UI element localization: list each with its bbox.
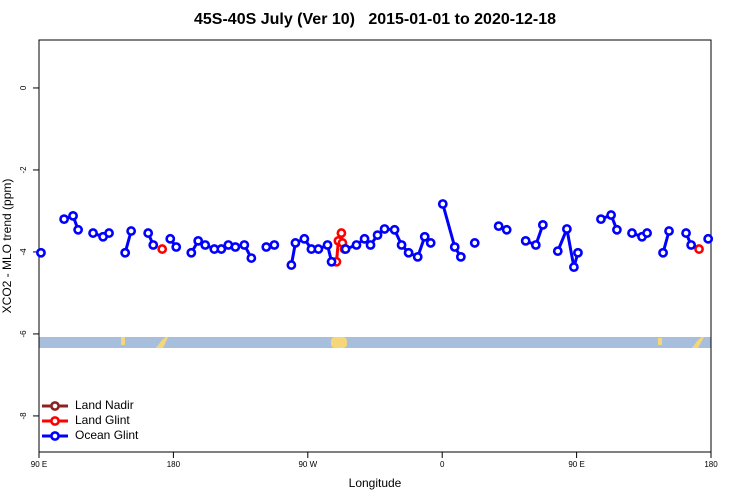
point <box>246 253 257 263</box>
legend-marker <box>50 431 60 441</box>
point <box>59 214 69 225</box>
land <box>121 337 125 345</box>
land <box>658 338 662 345</box>
point <box>642 228 652 238</box>
legend-label: Land Glint <box>75 413 130 427</box>
x-tick-label: 90 W <box>298 460 317 469</box>
point <box>126 226 137 236</box>
x-tick-label: 180 <box>167 460 181 469</box>
x-tick-label: 90 E <box>568 460 584 469</box>
point <box>606 210 616 220</box>
point <box>379 224 390 234</box>
legend-marker <box>50 416 60 426</box>
point <box>596 214 606 225</box>
point <box>703 233 714 244</box>
land <box>331 337 347 348</box>
point <box>686 240 697 250</box>
point <box>658 247 668 258</box>
land-ocean-strip <box>39 337 711 348</box>
point <box>569 262 579 273</box>
point <box>299 233 310 244</box>
point <box>449 242 460 252</box>
point <box>612 224 622 235</box>
point <box>552 246 563 257</box>
point <box>143 228 154 238</box>
point <box>664 226 674 236</box>
point <box>336 228 347 238</box>
point <box>326 256 337 267</box>
point <box>200 240 211 250</box>
point <box>493 221 504 232</box>
point <box>537 219 548 230</box>
point <box>425 238 436 248</box>
point <box>120 247 131 258</box>
point <box>469 238 480 248</box>
point <box>286 260 297 270</box>
point <box>340 244 351 254</box>
point <box>694 244 704 254</box>
point <box>68 210 78 221</box>
point <box>73 224 84 235</box>
point <box>36 247 46 258</box>
point <box>561 224 572 234</box>
point <box>530 240 541 250</box>
y-tick-label: -4 <box>19 248 28 256</box>
point <box>193 235 204 246</box>
point <box>216 244 227 254</box>
point <box>322 240 333 250</box>
point <box>165 233 176 244</box>
x-tick-label: 180 <box>704 460 718 469</box>
point <box>501 224 512 235</box>
y-tick-label: -8 <box>19 412 28 420</box>
point <box>396 240 407 250</box>
point <box>437 199 448 209</box>
point <box>261 242 272 252</box>
series-line <box>556 223 580 268</box>
point <box>313 244 324 254</box>
point <box>351 240 362 250</box>
point <box>455 251 466 262</box>
point <box>148 240 159 250</box>
legend-marker <box>50 401 60 411</box>
point <box>681 228 691 238</box>
point <box>365 240 376 250</box>
point <box>389 224 400 235</box>
land <box>156 337 168 348</box>
y-tick-label: 0 <box>19 85 28 90</box>
point <box>269 240 280 250</box>
legend-label: Land Nadir <box>75 398 134 412</box>
land <box>692 337 704 348</box>
x-tick-label: 90 E <box>31 460 47 469</box>
y-tick-label: -2 <box>19 166 28 174</box>
point <box>88 228 98 238</box>
y-axis-label: XCO2 - MLO trend (ppm) <box>0 179 14 314</box>
x-axis-label: Longitude <box>349 476 402 490</box>
point <box>372 230 383 241</box>
point <box>171 242 182 252</box>
chart-title: 45S-40S July (Ver 10) 2015-01-01 to 2020… <box>194 11 556 28</box>
y-tick-label: -6 <box>19 330 28 338</box>
point <box>186 247 197 258</box>
legend-label: Ocean Glint <box>75 428 139 442</box>
plot-frame <box>38 39 712 453</box>
point <box>290 238 301 248</box>
point <box>520 235 531 246</box>
x-tick-label: 0 <box>440 460 445 469</box>
point <box>412 251 423 262</box>
point <box>230 242 241 252</box>
point <box>573 247 583 258</box>
point <box>419 231 430 242</box>
point <box>239 240 250 250</box>
point <box>627 228 637 238</box>
ocean-band <box>39 337 711 348</box>
point <box>104 228 114 238</box>
point <box>359 233 370 244</box>
point <box>157 244 168 254</box>
point <box>403 247 414 258</box>
